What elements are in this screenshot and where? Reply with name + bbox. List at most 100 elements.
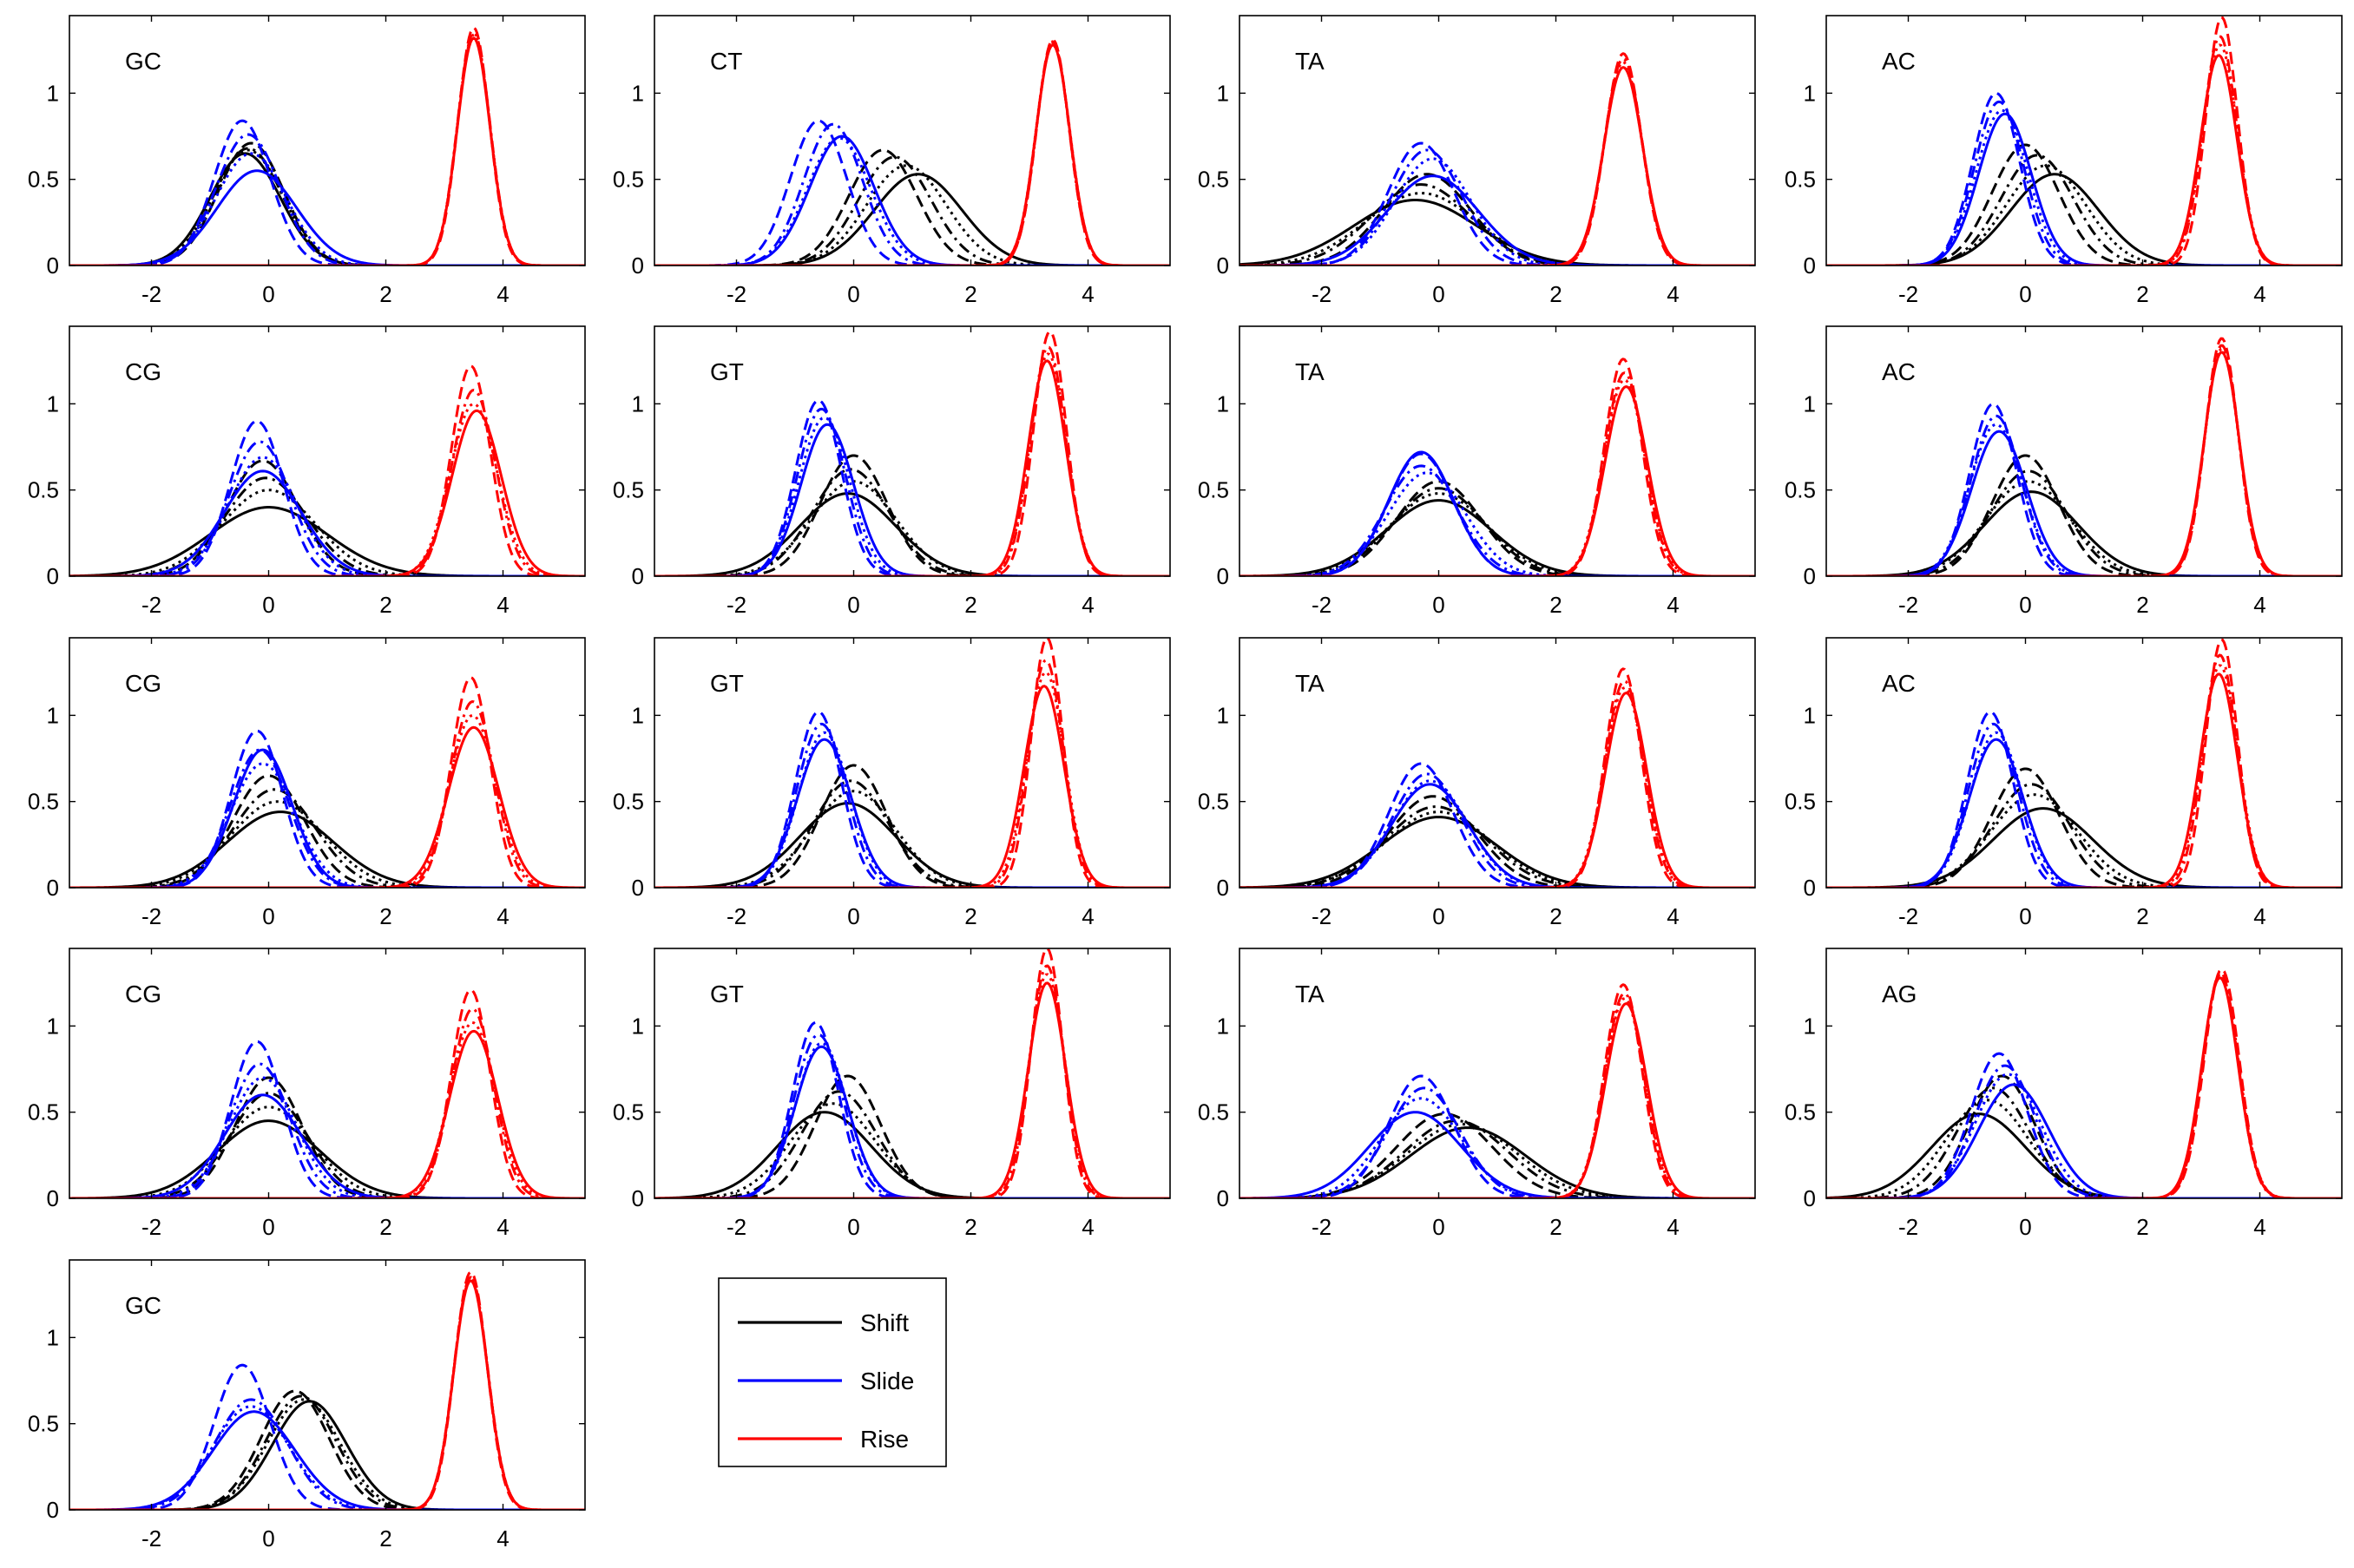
- x-tick-label: 4: [1667, 903, 1679, 929]
- curve-0-dashdot: [1239, 805, 1755, 888]
- curve-0-dotted: [1826, 480, 2342, 576]
- curve-1-dotted: [1826, 1073, 2342, 1198]
- curve-2-solid: [69, 409, 585, 576]
- panel-label: CT: [710, 48, 742, 75]
- curve-2-solid: [1826, 672, 2342, 888]
- panel-label: TA: [1295, 358, 1325, 385]
- curve-0-dashed: [1239, 1112, 1755, 1198]
- curves: [1239, 52, 1755, 266]
- x-tick-label: 2: [1549, 281, 1562, 307]
- x-tick-label: 2: [379, 903, 391, 929]
- curve-1-dashed: [69, 419, 585, 576]
- y-tick-label: 0: [47, 1497, 59, 1523]
- x-tick-label: 4: [2253, 1214, 2265, 1240]
- x-tick-label: 0: [2019, 903, 2031, 929]
- x-tick-label: 2: [1549, 1214, 1562, 1240]
- curve-0-dashed: [69, 774, 585, 888]
- curve-2-solid: [1239, 1002, 1755, 1198]
- curve-1-solid: [69, 169, 585, 266]
- y-tick-label: 1: [1217, 80, 1229, 106]
- x-tick-label: -2: [1312, 281, 1332, 307]
- panel-label: GT: [710, 358, 744, 385]
- panel-label: CG: [125, 981, 161, 1007]
- curve-0-solid: [654, 492, 1170, 576]
- curve-0-dashed: [1826, 143, 2342, 266]
- curve-1-dashdot: [1239, 464, 1755, 576]
- x-tick-label: 2: [964, 903, 976, 929]
- y-tick-label: 0: [1217, 875, 1229, 901]
- y-tick-label: 0.5: [613, 1099, 644, 1125]
- panel-label: TA: [1295, 981, 1325, 1007]
- x-tick-label: -2: [1898, 1214, 1918, 1240]
- panel-label: GT: [710, 670, 744, 697]
- x-tick-label: 2: [964, 592, 976, 618]
- x-tick-label: 4: [496, 1214, 509, 1240]
- curve-0-dotted: [1239, 492, 1755, 576]
- x-tick-label: 2: [2136, 592, 2148, 618]
- y-tick-label: 1: [47, 80, 59, 106]
- axes-box: [654, 15, 1171, 266]
- x-tick-label: 2: [1549, 592, 1562, 618]
- x-tick-label: 0: [1432, 903, 1444, 929]
- y-tick-label: 0: [47, 1185, 59, 1211]
- y-tick-label: 1: [47, 390, 59, 417]
- x-tick-label: 2: [379, 592, 391, 618]
- curve-2-dashed: [1239, 358, 1755, 576]
- x-tick-label: 0: [262, 281, 274, 307]
- x-tick-label: -2: [1312, 1214, 1332, 1240]
- y-tick-label: 0: [632, 563, 644, 589]
- x-tick-label: 0: [2019, 281, 2031, 307]
- curve-2-dashed: [1826, 638, 2342, 888]
- panel-14: -2 0 2 4 0 0.5 1 GT: [613, 948, 1171, 1240]
- y-tick-label: 1: [47, 1013, 59, 1039]
- curve-2-solid: [1239, 66, 1755, 266]
- y-tick-label: 1: [47, 1324, 59, 1350]
- y-tick-label: 0: [1217, 563, 1229, 589]
- curve-2-solid: [1239, 385, 1755, 576]
- x-tick-label: 4: [1667, 592, 1679, 618]
- curve-1-dashed: [1239, 1074, 1755, 1198]
- y-tick-label: 0.5: [1785, 477, 1816, 503]
- curve-1-dashed: [1239, 762, 1755, 888]
- x-tick-label: -2: [141, 281, 161, 307]
- curve-2-dotted: [654, 973, 1170, 1198]
- panel-1: -2 0 2 4 0 0.5 1 GC: [28, 15, 586, 307]
- y-tick-label: 1: [632, 80, 644, 106]
- curve-1-dashed: [1239, 141, 1755, 266]
- y-tick-label: 1: [1804, 1013, 1816, 1039]
- panel-5: -2 0 2 4 0 0.5 1 CG: [28, 325, 586, 618]
- axes-box: [1239, 325, 1756, 577]
- axes-box: [1239, 15, 1756, 266]
- curve-1-dotted: [69, 456, 585, 576]
- curves: [69, 988, 585, 1198]
- y-tick-label: 1: [632, 702, 644, 728]
- axes-box: [69, 15, 586, 266]
- panel-label: AC: [1882, 670, 1916, 697]
- curve-0-solid: [654, 802, 1170, 888]
- legend: Shift Slide Rise: [718, 1277, 947, 1467]
- x-tick-label: 0: [2019, 592, 2031, 618]
- y-tick-label: 0: [1804, 563, 1816, 589]
- y-tick-label: 0: [1217, 253, 1229, 279]
- axes-box: [69, 1259, 586, 1511]
- panel-9: -2 0 2 4 0 0.5 1 CG: [28, 637, 586, 929]
- axes-box: [654, 637, 1171, 889]
- curve-2-dashdot: [69, 388, 585, 576]
- panel-label: AC: [1882, 358, 1916, 385]
- curve-0-dashed: [654, 1074, 1170, 1198]
- curve-2-dashed: [1239, 667, 1755, 888]
- curve-1-dashed: [1239, 452, 1755, 576]
- axes-box: [69, 325, 586, 577]
- y-tick-label: 0.5: [1198, 477, 1229, 503]
- curve-0-dotted: [69, 1398, 585, 1510]
- x-tick-label: 4: [1082, 1214, 1094, 1240]
- y-tick-label: 0.5: [1198, 789, 1229, 815]
- x-tick-label: 0: [262, 592, 274, 618]
- curve-1-dashdot: [69, 1398, 585, 1510]
- x-tick-label: -2: [141, 592, 161, 618]
- curve-2-dotted: [69, 713, 585, 888]
- curve-0-dashed: [1239, 795, 1755, 888]
- x-tick-label: 4: [1082, 903, 1094, 929]
- x-tick-label: -2: [141, 903, 161, 929]
